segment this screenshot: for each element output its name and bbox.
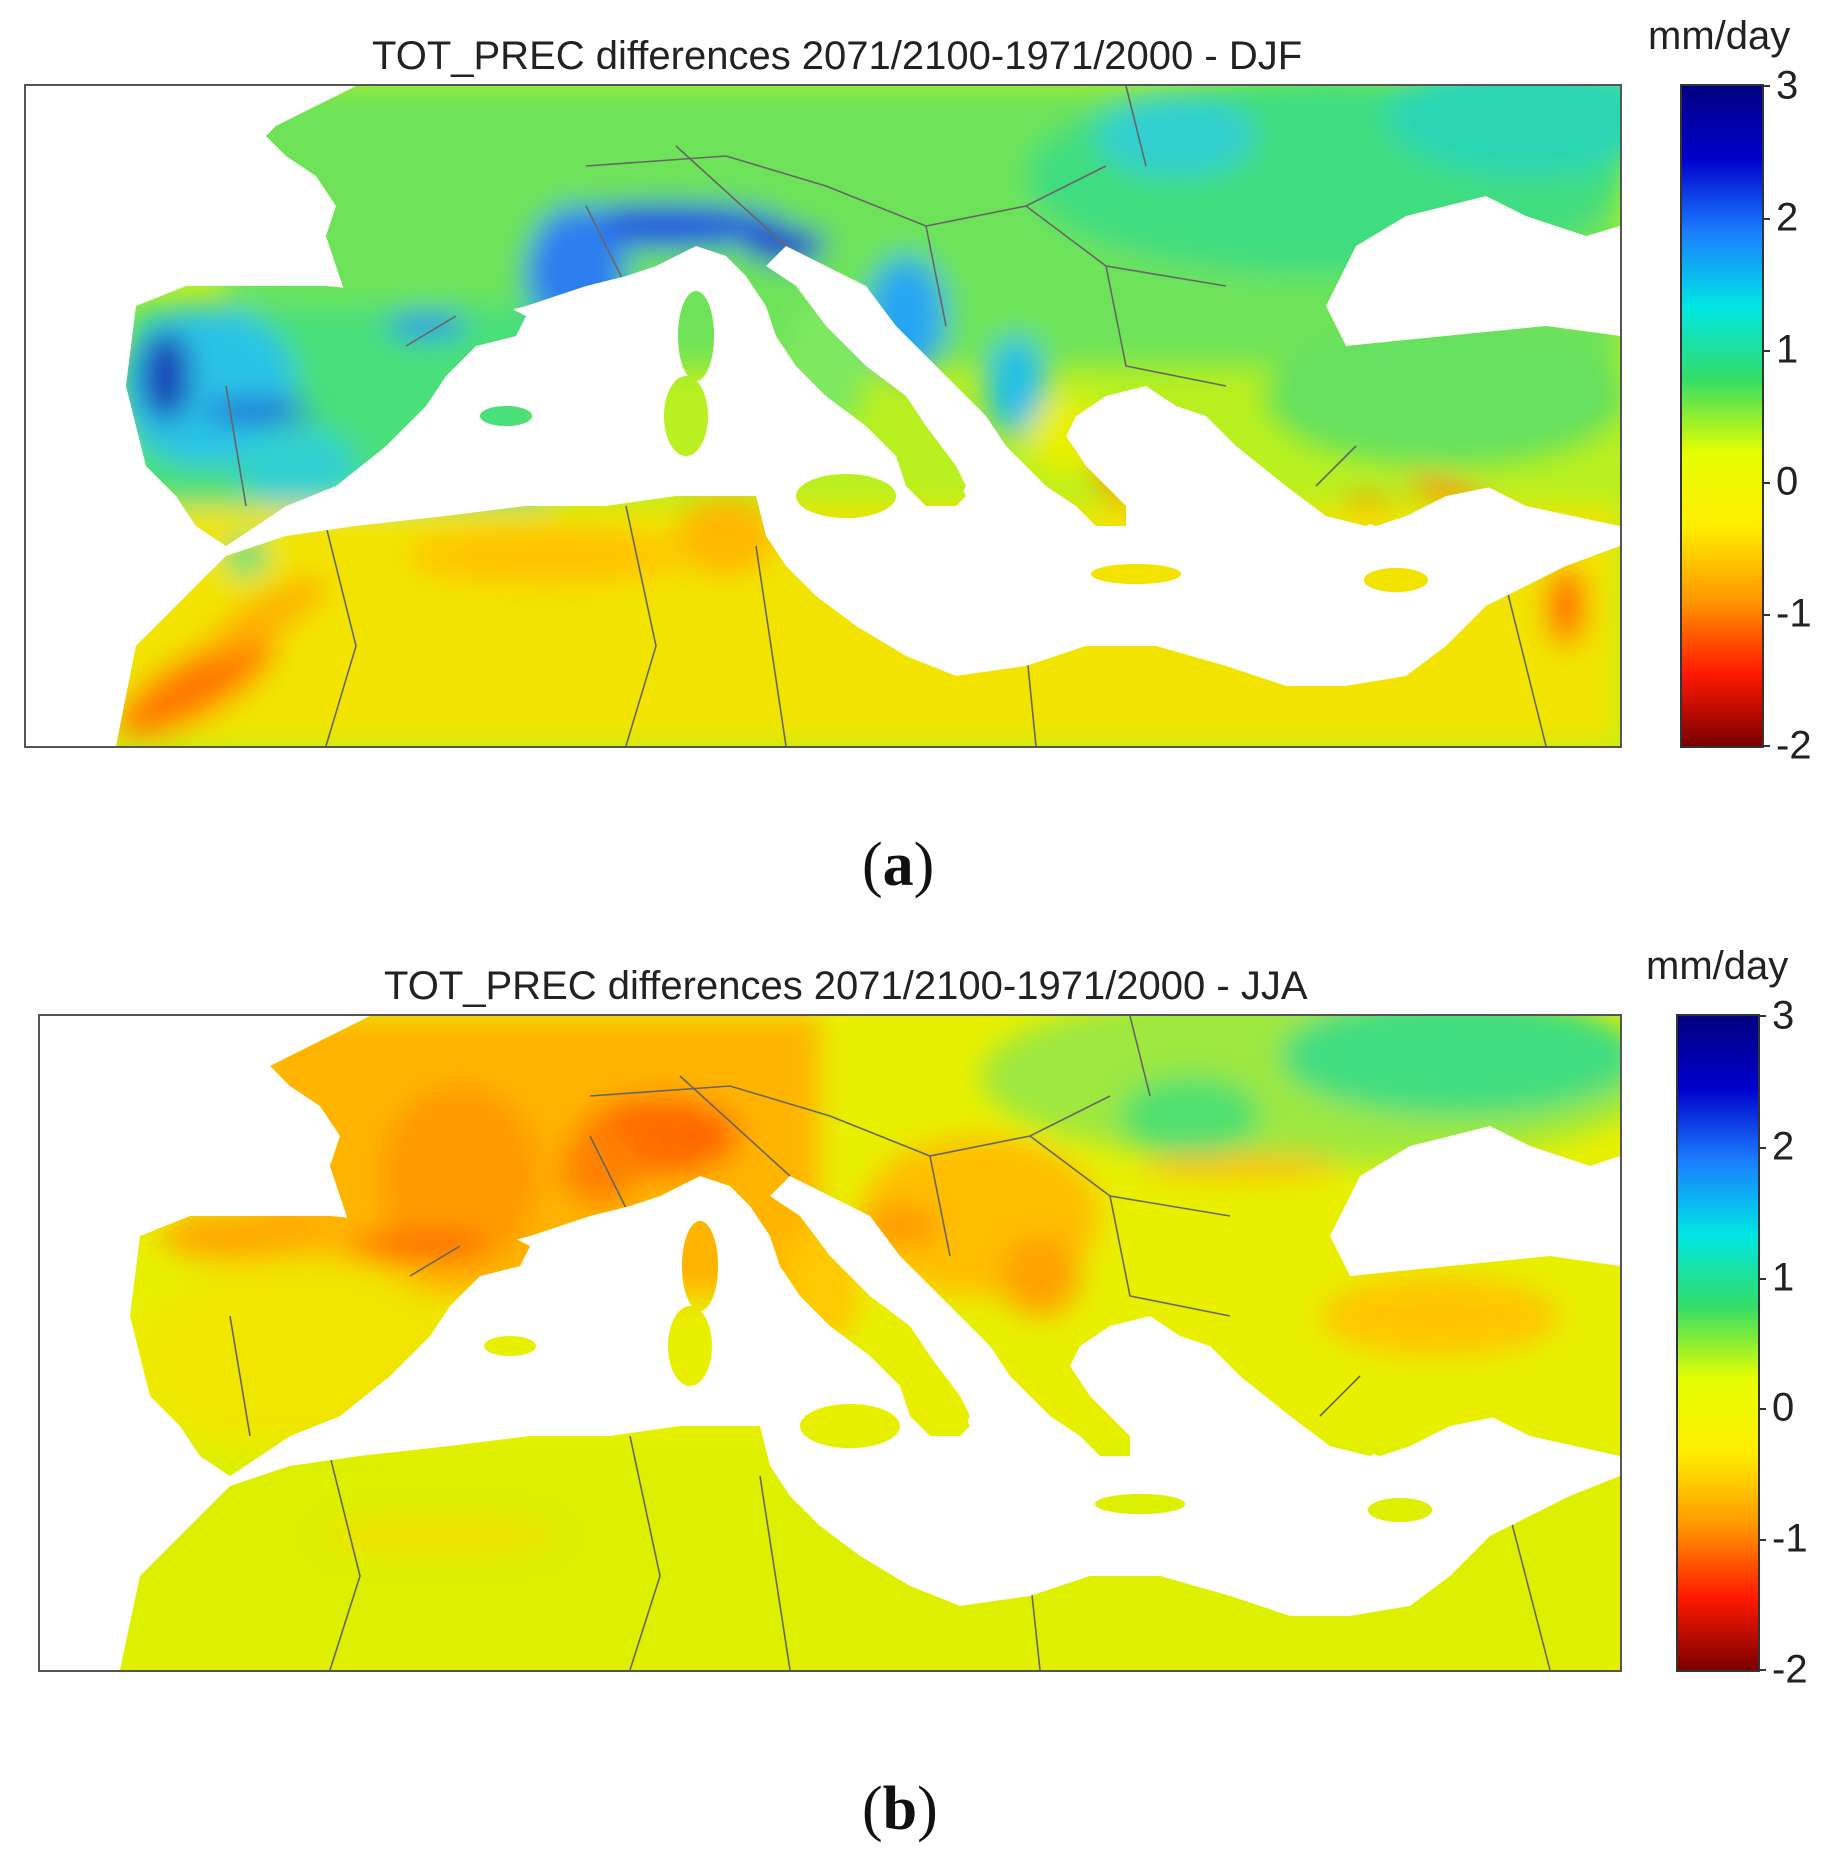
- map-b: [38, 1014, 1622, 1672]
- colorbar-tick-label-a: 3: [1776, 63, 1799, 108]
- map-title-a: TOT_PREC differences 2071/2100-1971/2000…: [372, 34, 1303, 78]
- colorbar-tick-a: [1762, 482, 1770, 484]
- colorbar-tick-b: [1758, 1146, 1766, 1149]
- colorbar-tick-label-a: -2: [1776, 723, 1812, 768]
- colorbar-tick-label-b: 2: [1772, 1124, 1795, 1169]
- map-b-svg: [40, 1016, 1620, 1670]
- colorbar-tick-a: [1762, 745, 1770, 747]
- colorbar-tick-b: [1758, 1539, 1766, 1542]
- colorbar-units-a: mm/day: [1648, 14, 1791, 58]
- panel-letter-a: (a): [862, 831, 935, 899]
- colorbar-tick-label-b: 1: [1772, 1255, 1795, 1300]
- map-a: [24, 84, 1622, 748]
- colorbar-tick-b: [1758, 1277, 1766, 1280]
- panel-letter-b: (b): [862, 1775, 938, 1843]
- colorbar-tick-a: [1762, 85, 1770, 87]
- colorbar-tick-b: [1758, 1669, 1766, 1671]
- colorbar-tick-label-a: 2: [1776, 195, 1799, 240]
- colorbar-tick-b: [1758, 1408, 1766, 1411]
- colorbar-tick-label-b: 3: [1772, 993, 1795, 1038]
- colorbar-gradient-a: [1682, 86, 1762, 746]
- panel-a: TOT_PREC differences 2071/2100-1971/2000…: [0, 0, 1822, 930]
- colorbar-b: 3 2 1 0 -1 -2: [1676, 994, 1808, 1692]
- map-title-b: TOT_PREC differences 2071/2100-1971/2000…: [384, 964, 1308, 1008]
- colorbar-tick-label-b: -2: [1772, 1647, 1808, 1692]
- colorbar-units-b: mm/day: [1646, 944, 1789, 988]
- colorbar-tick-label-b: 0: [1772, 1385, 1795, 1430]
- colorbar-tick-a: [1762, 218, 1770, 220]
- colorbar-tick-a: [1762, 614, 1770, 616]
- colorbar-tick-label-b: -1: [1772, 1516, 1808, 1561]
- colorbar-tick-label-a: 1: [1776, 327, 1799, 372]
- panel-b: TOT_PREC differences 2071/2100-1971/2000…: [0, 930, 1822, 1861]
- colorbar-gradient-b: [1678, 1016, 1758, 1670]
- colorbar-tick-a: [1762, 350, 1770, 352]
- colorbar-tick-b: [1758, 1015, 1766, 1017]
- map-a-svg: [26, 86, 1620, 746]
- colorbar-tick-label-a: -1: [1776, 591, 1812, 636]
- colorbar-tick-label-a: 0: [1776, 459, 1799, 504]
- colorbar-a: 3 2 1 0 -1 -2: [1680, 64, 1812, 768]
